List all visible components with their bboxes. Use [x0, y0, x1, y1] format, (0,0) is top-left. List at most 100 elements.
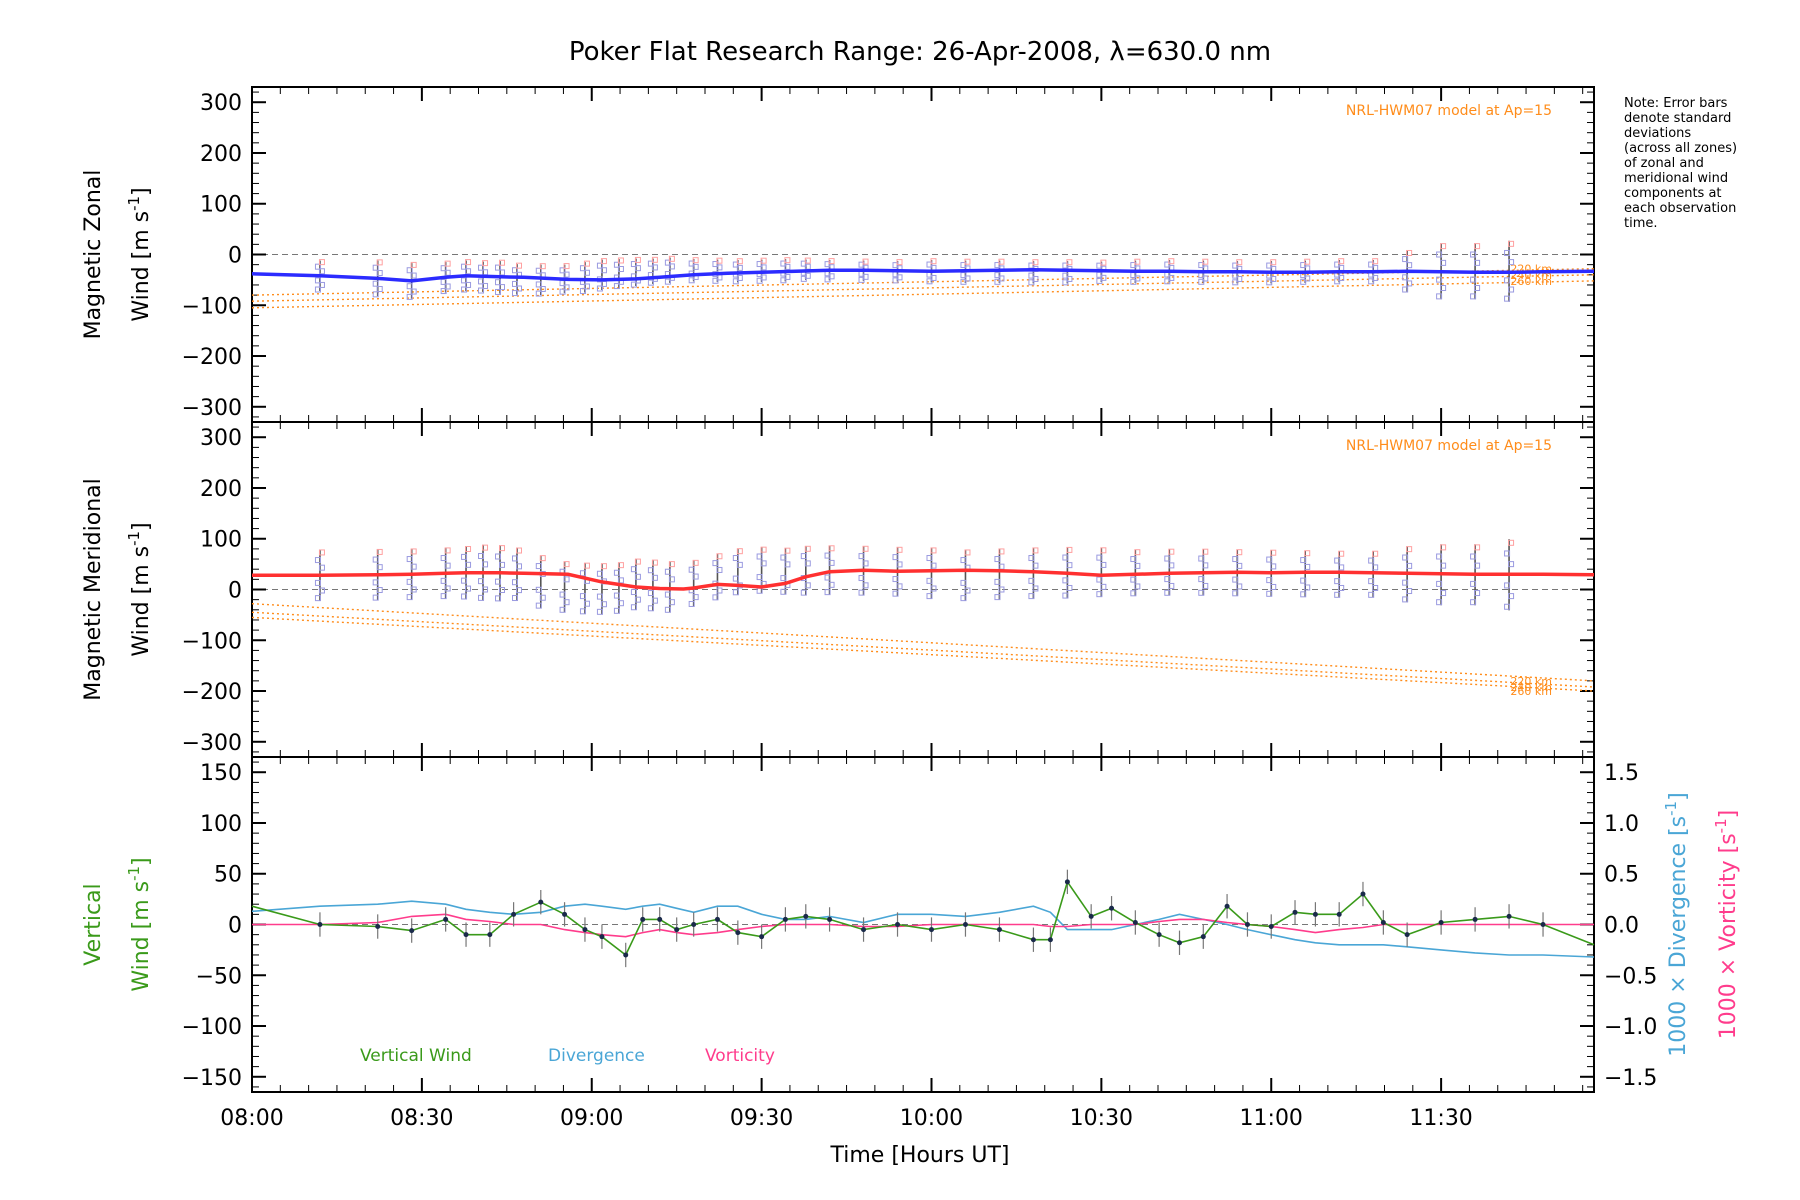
zonal-zone-marker [784, 263, 791, 270]
meridional-zone-marker [960, 595, 967, 602]
x-axis-label: Time [Hours UT] [830, 1143, 1010, 1168]
meridional-zone-marker [516, 547, 523, 554]
zonal-zone-marker [760, 264, 767, 271]
zonal-zone-marker [1334, 278, 1341, 285]
meridional-zone-marker [862, 545, 869, 552]
zonal-zone-marker [376, 259, 383, 266]
zonal-zone-marker [760, 257, 767, 264]
zonal-zone-marker [688, 277, 695, 284]
zonal-ytick-label: 200 [200, 142, 242, 167]
zonal-zone-marker [760, 274, 767, 281]
zonal-zone-marker [688, 260, 695, 267]
zonal-zone-marker [998, 275, 1005, 282]
zonal-zone-marker [563, 271, 570, 278]
zonal-zone-marker [1270, 259, 1277, 266]
meridional-zone-marker [563, 576, 570, 583]
zonal-zone-marker [858, 276, 865, 283]
zonal-zone-marker [314, 277, 321, 284]
zonal-zone-marker [482, 260, 489, 267]
meridional-zone-marker [512, 579, 519, 586]
chart-title: Poker Flat Research Range: 26-Apr-2008, … [569, 37, 1271, 67]
meridional-zone-marker [862, 560, 869, 567]
zonal-zone-marker [634, 256, 641, 263]
meridional-zone-marker [461, 577, 468, 584]
vorticity-axis-label: 1000 × Vorticity [s-1] [1712, 810, 1741, 1039]
zonal-zone-marker [634, 265, 641, 272]
zonal-zone-marker [736, 264, 743, 271]
meridional-zone-marker [596, 570, 603, 577]
meridional-zone-marker [926, 577, 933, 584]
y2-tick-label: −0.5 [1604, 964, 1657, 989]
zonal-zone-marker [1066, 259, 1073, 266]
meridional-zone-marker [712, 594, 719, 601]
vertical-wind-point [1200, 934, 1206, 940]
meridional-zone-marker [440, 593, 447, 600]
meridional-zone-marker [828, 545, 835, 552]
meridional-zone-marker [1300, 591, 1307, 598]
zonal-zone-marker [499, 269, 506, 276]
x-tick-label: 09:30 [730, 1106, 793, 1131]
meridional-zone-marker [784, 547, 791, 554]
meridional-zone-marker [994, 556, 1001, 563]
meridional-zone-marker [800, 553, 807, 560]
meridional-zone-marker [1402, 579, 1409, 586]
zonal-zone-marker [1402, 274, 1409, 281]
zonal-zone-marker [1508, 259, 1515, 266]
zonal-zone-marker [824, 261, 831, 268]
zonal-zone-marker [1504, 277, 1511, 284]
zonal-zone-marker [318, 259, 325, 266]
zonal-zone-marker [406, 283, 413, 290]
meridional-panel: 300 200 100 0 −100 −200 −300 Magnetic Meridiona… [81, 421, 1595, 758]
y2-tick-label: 1.0 [1604, 812, 1639, 837]
meridional-zone-marker [1066, 584, 1073, 591]
meridional-zone-marker [376, 548, 383, 555]
meridional-model-curve [251, 603, 1595, 682]
meridional-zone-marker [780, 554, 787, 561]
zonal-zone-marker [465, 268, 472, 275]
meridional-zone-marker [688, 566, 695, 573]
meridional-zone-marker [516, 587, 523, 594]
meridional-zone-marker [1368, 591, 1375, 598]
zonal-zone-marker [630, 281, 637, 288]
vertical-wind-point [759, 934, 765, 940]
zonal-zone-marker [736, 274, 743, 281]
meridional-zone-marker [1504, 550, 1511, 557]
zonal-zone-marker [596, 262, 603, 269]
zonal-zone-marker [1406, 280, 1413, 287]
meridional-zone-marker [372, 556, 379, 563]
vertical-wind-point [674, 927, 680, 933]
meridional-zone-marker [930, 547, 937, 554]
meridional-zone-marker [512, 595, 519, 602]
meridional-zone-marker [1470, 599, 1477, 606]
zonal-zone-marker [647, 279, 654, 286]
meridional-zone-marker [1028, 577, 1035, 584]
zonal-zone-marker [1470, 276, 1477, 283]
meridional-zone-marker [535, 563, 542, 570]
zonal-zone-marker [651, 264, 658, 271]
meridional-zone-marker [1096, 554, 1103, 561]
meridional-zone-marker [998, 548, 1005, 555]
meridional-zone-marker [495, 553, 502, 560]
zonal-zone-marker [495, 264, 502, 271]
chart-panels: 300 200 100 0 −100 −200 −300 Magnetic Zonal Wind… [81, 86, 1741, 1131]
vertical-ytick-label: 50 [214, 863, 242, 888]
vertical-wind-point [928, 927, 934, 933]
meridional-zone-marker [535, 602, 542, 609]
meridional-zone-marker [410, 548, 417, 555]
zonal-zone-marker [784, 257, 791, 264]
zonal-zone-marker [583, 260, 590, 267]
zonal-zone-marker [583, 283, 590, 290]
vertical-wind-point [962, 922, 968, 927]
zonal-zone-marker [1134, 275, 1141, 282]
meridional-zone-marker [1474, 544, 1481, 551]
zonal-zone-marker [539, 286, 546, 293]
meridional-zone-marker [461, 553, 468, 560]
vertical-wind-point [1088, 913, 1094, 919]
vertical-wind-point [1438, 919, 1444, 925]
vertical-wind-point [511, 911, 517, 917]
zonal-zone-marker [824, 276, 831, 283]
meridional-zone-marker [732, 575, 739, 582]
meridional-zone-marker [372, 594, 379, 601]
zonal-zone-marker [1232, 279, 1239, 286]
meridional-zone-marker [800, 589, 807, 596]
